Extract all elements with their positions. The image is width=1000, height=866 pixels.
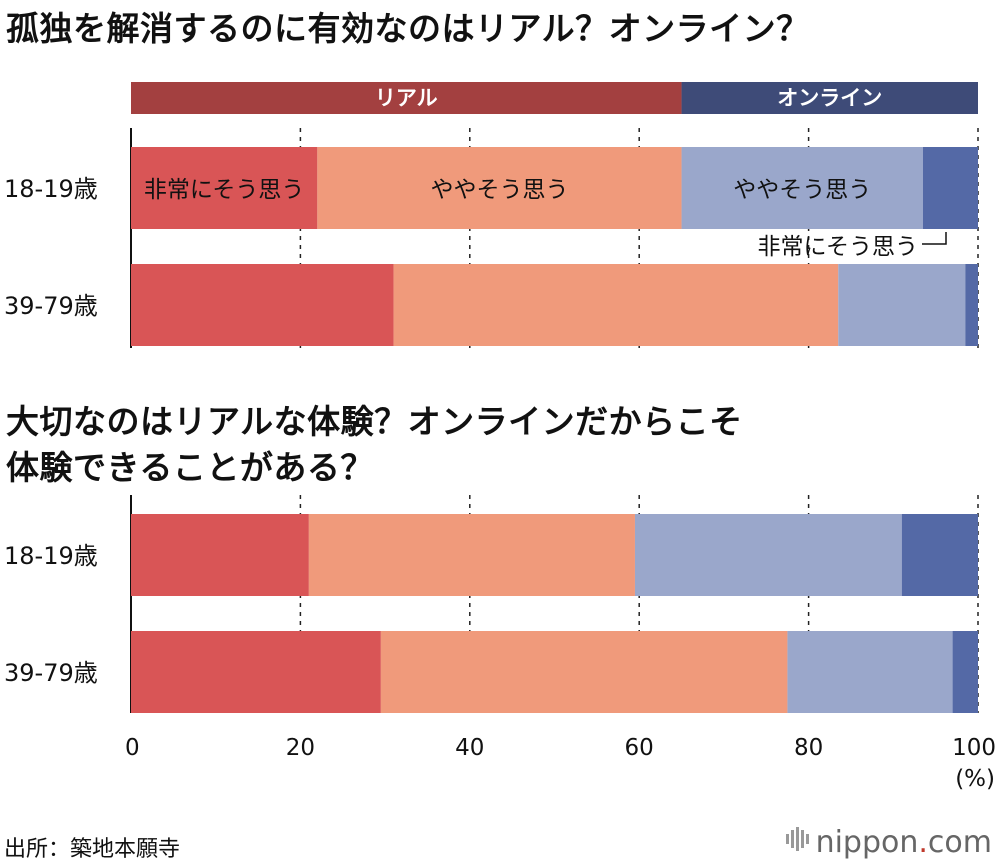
x-tick-label-20: 20 (286, 735, 315, 761)
bar-c2-r2-strong-online (952, 631, 978, 713)
bar-c1-r1-strong-online (922, 147, 978, 229)
chart2-title-line1: 大切なのはリアルな体験？オンラインだからこそ (6, 402, 743, 441)
segment-label-some-online: ややそう思う (733, 177, 871, 203)
nippon-logo: nippon.com (784, 825, 992, 860)
bar-c1-r1-some-online (681, 147, 923, 229)
x-tick-label-100: 100 (952, 735, 996, 761)
bar-c1-r2-strong-online (965, 264, 978, 346)
logo-tld: com (927, 825, 992, 860)
source-note: 出所：築地本願寺 (4, 837, 181, 862)
header-online-band (681, 82, 978, 114)
x-tick-label-40: 40 (455, 735, 484, 761)
x-tick-label-80: 80 (794, 735, 823, 761)
callout-leader-line (922, 232, 947, 245)
header-real-label: リアル (375, 86, 438, 110)
x-tick-label-0: 0 (125, 735, 140, 761)
header-online-label: オンライン (777, 86, 882, 110)
bar-c1-r2-strong-real (131, 264, 394, 346)
bar-c1-r1-strong-real (131, 147, 318, 229)
category-label-c2-r1: 18-19歳 (4, 542, 98, 570)
bar-c1-r1-some-real (317, 147, 682, 229)
segment-label-some-real: ややそう思う (430, 177, 568, 203)
logo-text: nippon (815, 825, 919, 860)
bar-c2-r2-some-real (380, 631, 788, 713)
bar-c1-r2-some-real (393, 264, 839, 346)
logo-dot: . (918, 825, 928, 860)
chart1-title: 孤独を解消するのに有効なのはリアル？オンライン？ (6, 9, 810, 48)
bar-c2-r1-some-real (308, 514, 635, 596)
bar-c2-r1-strong-real (131, 514, 309, 596)
segment-label-strong-real: 非常にそう思う (144, 177, 305, 203)
bar-c2-r2-some-online (787, 631, 953, 713)
header-real-band (131, 82, 682, 114)
bar-c2-r2-strong-real (131, 631, 381, 713)
bar-c1-r2-some-online (838, 264, 966, 346)
segment-label-strong-online: 非常にそう思う (757, 234, 918, 260)
logo-mark-icon (784, 825, 810, 860)
x-axis-unit: (%) (955, 766, 995, 792)
chart2-title-line2: 体験できることがある？ (6, 448, 374, 487)
bar-c2-r1-some-online (634, 514, 902, 596)
category-label-c1-r2: 39-79歳 (4, 292, 98, 320)
bar-c2-r1-strong-online (901, 514, 978, 596)
x-tick-label-60: 60 (625, 735, 654, 761)
category-label-c1-r1: 18-19歳 (4, 175, 98, 203)
category-label-c2-r2: 39-79歳 (4, 659, 98, 687)
